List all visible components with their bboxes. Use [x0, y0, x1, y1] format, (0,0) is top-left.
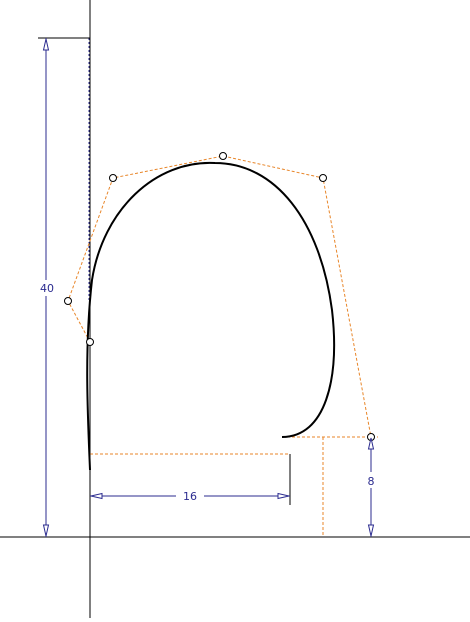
- arrow-up-icon: [42, 38, 50, 51]
- control-point-handle[interactable]: [109, 174, 117, 182]
- dimension-label-height[interactable]: 40: [40, 282, 54, 295]
- arrow-up-icon: [367, 437, 375, 450]
- control-point-handle[interactable]: [64, 297, 72, 305]
- control-polygon[interactable]: [67, 155, 372, 438]
- control-point-handle[interactable]: [86, 338, 94, 346]
- spline-curve[interactable]: [86, 161, 336, 471]
- dimension-label-width[interactable]: 16: [183, 490, 197, 503]
- arrow-down-icon: [367, 524, 375, 537]
- dimension-width[interactable]: 16: [90, 454, 291, 505]
- control-point-handle[interactable]: [319, 174, 327, 182]
- dimension-lip-height[interactable]: 8: [367, 437, 375, 537]
- dimension-height[interactable]: 40: [38, 37, 90, 537]
- arrow-right-icon: [277, 492, 290, 500]
- control-point-handle[interactable]: [219, 152, 227, 160]
- arrow-down-icon: [42, 524, 50, 537]
- dimension-label-lip-height[interactable]: 8: [368, 475, 375, 488]
- arrow-left-icon: [90, 492, 103, 500]
